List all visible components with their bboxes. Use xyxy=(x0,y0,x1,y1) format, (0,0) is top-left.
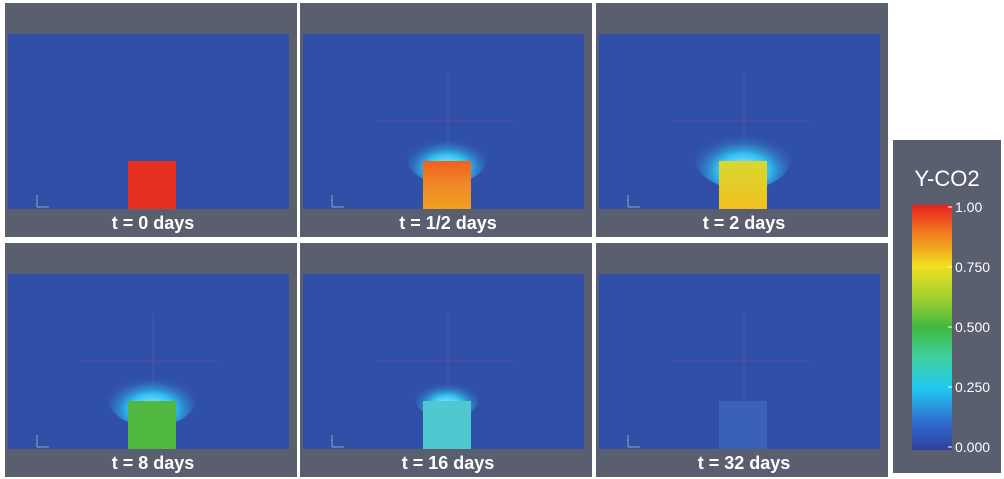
axes-icon xyxy=(36,435,49,448)
colorbar-tick-label: 0.750 xyxy=(955,259,990,275)
panel-label: t = 16 days xyxy=(402,453,495,473)
panel: t = 2 days xyxy=(596,3,888,237)
axes-icon xyxy=(36,195,49,208)
source-region xyxy=(128,161,176,209)
colorbar-tick-label: 0.250 xyxy=(955,379,990,395)
panel: t = 8 days xyxy=(5,243,297,477)
axes-icon xyxy=(331,435,344,448)
axes-icon xyxy=(627,195,640,208)
source-region xyxy=(719,401,767,449)
panel-label: t = 1/2 days xyxy=(399,213,497,233)
panel: t = 16 days xyxy=(300,243,592,477)
colorbar-tick-label: 0.500 xyxy=(955,319,990,335)
colorbar-title: Y-CO2 xyxy=(914,166,979,191)
panel-label: t = 8 days xyxy=(112,453,195,473)
panel: t = 1/2 days xyxy=(300,3,592,237)
source-region xyxy=(423,401,471,449)
axes-icon xyxy=(627,435,640,448)
source-region xyxy=(128,401,176,449)
colorbar-tick-label: 0.000 xyxy=(955,439,990,455)
axes-icon xyxy=(331,195,344,208)
panel-label: t = 32 days xyxy=(698,453,791,473)
panel: t = 0 days xyxy=(5,3,297,237)
colorbar-tick-label: 1.00 xyxy=(955,199,982,215)
colorbar-gradient xyxy=(912,205,952,450)
colorbar-ticks: 1.00 0.750 0.500 0.250 0.000 xyxy=(948,199,990,455)
source-region xyxy=(719,161,767,209)
colorbar-panel: Y-CO2 1.00 0.750 0.500 0.250 0.000 xyxy=(893,140,1001,473)
panel-label: t = 2 days xyxy=(703,213,786,233)
source-region xyxy=(423,161,471,209)
panels: t = 0 days t = 1/2 days t = 2 days t = 8 da… xyxy=(5,3,888,477)
panel: t = 32 days xyxy=(596,243,888,477)
panel-label: t = 0 days xyxy=(112,213,195,233)
